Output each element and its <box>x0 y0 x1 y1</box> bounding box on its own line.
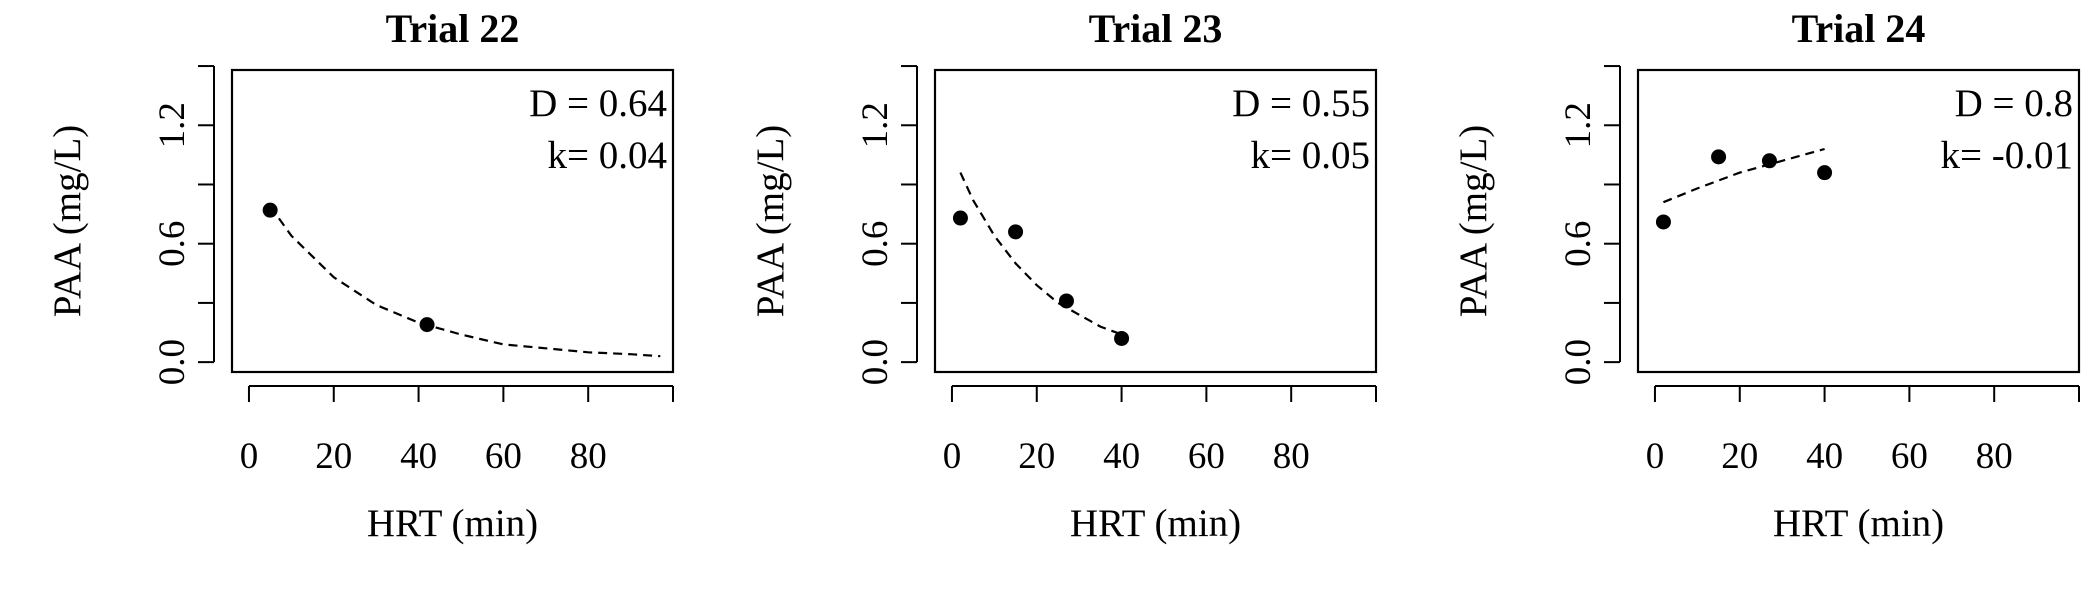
y-tick-label: 1.2 <box>152 102 193 148</box>
x-tick-label: 80 <box>570 436 607 477</box>
fit-curve <box>269 205 661 358</box>
annotation-k: k= -0.01 <box>1941 134 2073 177</box>
y-tick-label: 0.0 <box>152 339 193 385</box>
y-axis-label: PAA (mg/L) <box>1452 125 1495 318</box>
x-tick-label: 80 <box>1273 436 1310 477</box>
x-tick-label: 40 <box>1103 436 1140 477</box>
x-tick-label: 0 <box>1646 436 1665 477</box>
data-point <box>1817 165 1833 181</box>
x-tick-label: 20 <box>315 436 352 477</box>
x-tick-label: 60 <box>1891 436 1928 477</box>
y-tick-label: 1.2 <box>1558 102 1599 148</box>
x-axis-label: HRT (min) <box>367 502 538 545</box>
data-point <box>1711 149 1727 165</box>
y-axis-label: PAA (mg/L) <box>749 125 792 318</box>
y-axis-label: PAA (mg/L) <box>46 125 89 318</box>
fit-curve <box>1662 147 1825 204</box>
x-tick-label: 0 <box>943 436 962 477</box>
data-point <box>1058 293 1074 309</box>
x-tick-label: 40 <box>400 436 437 477</box>
x-tick-label: 60 <box>1188 436 1225 477</box>
data-point <box>262 202 278 218</box>
x-tick-label: 80 <box>1976 436 2013 477</box>
panel-trial-2: Trial 23 0 20 40 60 80 0.0 0.6 1.2 HRT (min) PAA (… <box>749 6 1378 545</box>
x-axis-label: HRT (min) <box>1773 502 1944 545</box>
annotation-d: D = 0.8 <box>1955 82 2073 125</box>
annotation-k: k= 0.04 <box>548 134 668 177</box>
panel-title: Trial 24 <box>1792 6 1926 51</box>
annotation-k: k= 0.05 <box>1251 134 1371 177</box>
plot-frame <box>933 68 1378 374</box>
panel-title: Trial 23 <box>1089 6 1223 51</box>
data-point <box>1114 330 1130 346</box>
x-tick-label: 0 <box>240 436 259 477</box>
panel-trial-1: Trial 22 0 20 40 60 80 0.0 0.6 1.2 HRT (min) PAA (… <box>46 6 675 545</box>
data-point <box>1761 153 1777 169</box>
x-tick-label: 20 <box>1018 436 1055 477</box>
x-axis-label: HRT (min) <box>1070 502 1241 545</box>
x-tick-label: 40 <box>1806 436 1843 477</box>
y-tick-label: 0.0 <box>1558 339 1599 385</box>
y-tick-label: 0.0 <box>855 339 896 385</box>
plot-frame <box>1636 68 2081 374</box>
fit-curve <box>959 172 1122 336</box>
x-tick-label: 20 <box>1721 436 1758 477</box>
y-tick-label: 0.6 <box>1558 221 1599 267</box>
y-tick-label: 1.2 <box>855 102 896 148</box>
panel-trial-3: Trial 24 0 20 40 60 80 0.0 0.6 1.2 HRT (min) PAA (… <box>1452 6 2081 545</box>
data-point <box>1655 214 1671 230</box>
y-tick-label: 0.6 <box>855 221 896 267</box>
annotation-d: D = 0.55 <box>1232 82 1370 125</box>
panel-title: Trial 22 <box>386 6 520 51</box>
data-point <box>952 210 968 226</box>
data-point <box>1008 224 1024 240</box>
annotation-d: D = 0.64 <box>529 82 667 125</box>
x-tick-label: 60 <box>485 436 522 477</box>
y-tick-label: 0.6 <box>152 221 193 267</box>
data-point <box>419 317 435 333</box>
plot-frame <box>230 68 675 374</box>
